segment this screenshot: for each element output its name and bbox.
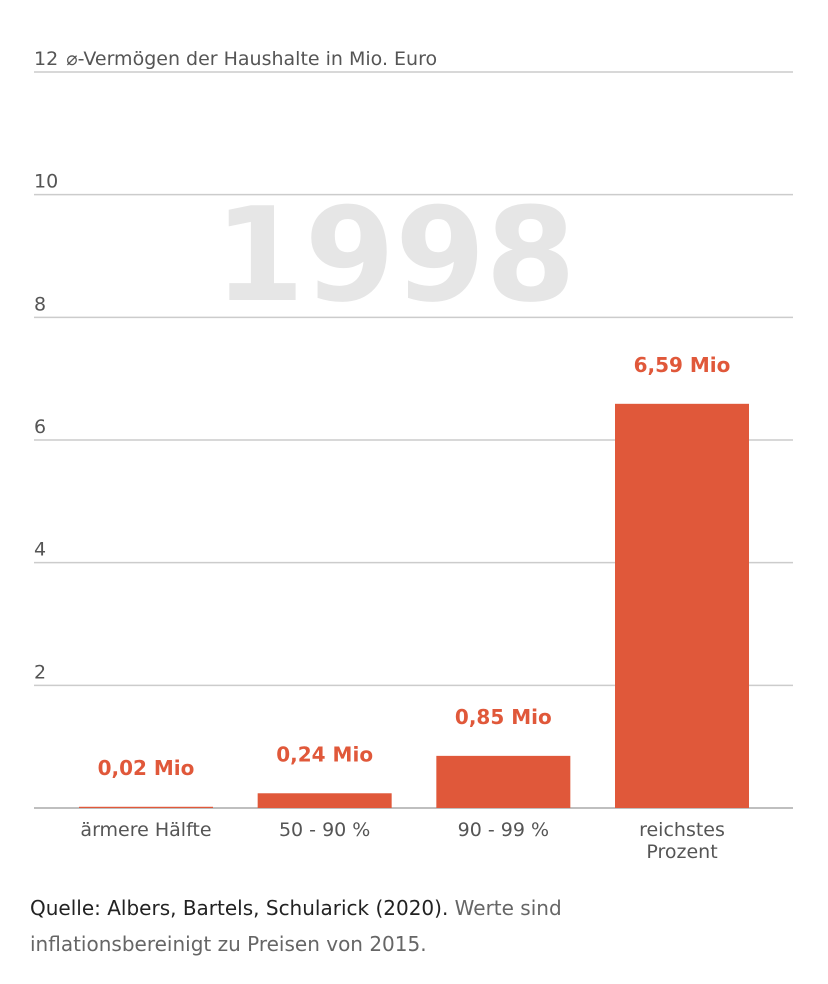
source: Quelle: Albers, Bartels, Schularick (202… xyxy=(30,890,730,962)
citation: Quelle: Albers, Bartels, Schularick (202… xyxy=(30,896,449,920)
bar xyxy=(436,755,571,808)
bar xyxy=(615,403,749,808)
y-tick-label: 6 xyxy=(34,416,46,438)
year-watermark: 1998 xyxy=(214,179,576,331)
value-label: 0,24 Mio xyxy=(276,742,373,766)
value-label: 6,59 Mio xyxy=(634,353,731,377)
chart: 1998 2 4 6 8 10 12 ⌀-Vermögen der Haushalte in… xyxy=(34,48,793,809)
y-tick-label: 4 xyxy=(34,539,46,561)
y-tick-label: 2 xyxy=(34,661,46,683)
x-tick-label: 90 - 99 % xyxy=(457,819,550,841)
y-axis-label: ⌀-Vermögen der Haushalte in Mio. Euro xyxy=(66,48,437,70)
y-tick-label: 12 xyxy=(34,48,58,70)
bar xyxy=(79,806,213,808)
x-tick-label: 50 - 90 % xyxy=(278,819,371,841)
note: Werte sind inflationsbereinigt zu Preise… xyxy=(30,896,562,956)
y-tick-label: 8 xyxy=(34,293,46,315)
x-tick-label: reichstes Prozent xyxy=(639,819,725,863)
x-tick-label: ärmere Hälfte xyxy=(80,819,212,841)
value-label: 0,02 Mio xyxy=(98,756,195,780)
value-label: 0,85 Mio xyxy=(455,705,552,729)
y-tick-label: 10 xyxy=(34,171,58,193)
bar xyxy=(257,793,392,808)
